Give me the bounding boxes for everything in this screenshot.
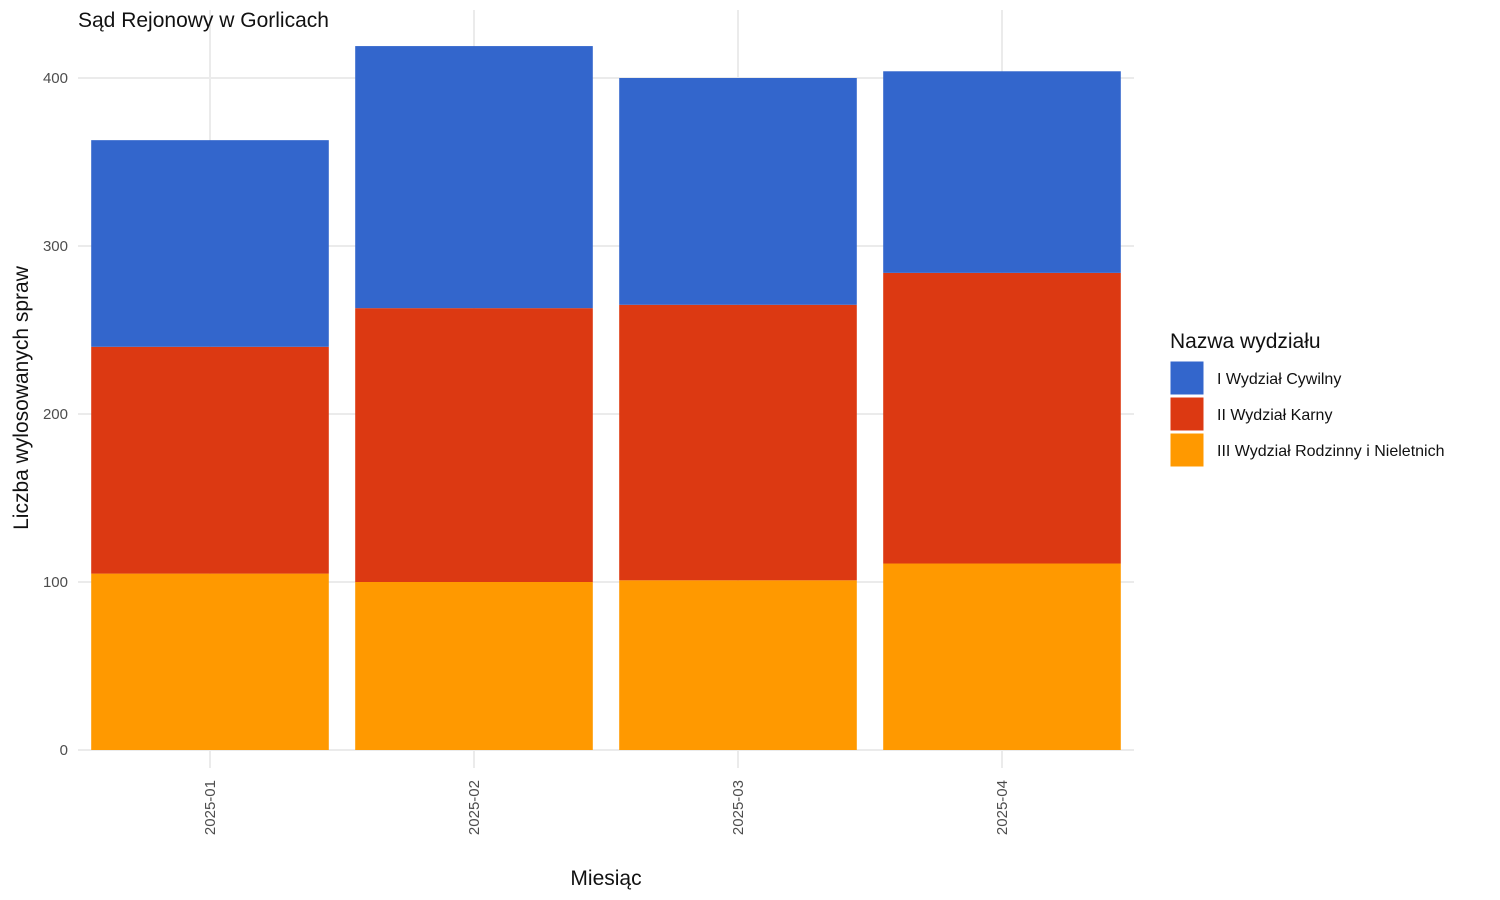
x-tick-label: 2025-04	[994, 780, 1011, 835]
bar-segment	[883, 563, 1121, 750]
legend-title: Nazwa wydziału	[1170, 330, 1321, 353]
legend-label: I Wydział Cywilny	[1217, 371, 1341, 388]
y-axis-title: Liczba wylosowanych spraw	[10, 265, 33, 530]
legend-label: II Wydział Karny	[1217, 407, 1332, 424]
x-tick-label: 2025-03	[730, 780, 747, 835]
y-tick-label: 400	[43, 70, 68, 87]
bar-segment	[619, 580, 857, 750]
x-axis-title: Miesiąc	[570, 867, 641, 890]
y-tick-label: 0	[60, 742, 68, 759]
bar-segment	[619, 78, 857, 305]
bar-segment	[355, 308, 593, 582]
y-tick-label: 300	[43, 238, 68, 255]
bar-segment	[619, 304, 857, 581]
y-axis-ticks: 0 100 200 300 400	[43, 70, 68, 759]
legend-label: III Wydział Rodzinny i Nieletnich	[1217, 443, 1445, 460]
x-tick-label: 2025-02	[466, 780, 483, 835]
bar-segment	[91, 140, 329, 347]
bar-segment	[883, 71, 1121, 273]
x-axis-ticks: 2025-01 2025-02 2025-03 2025-04	[202, 780, 1011, 835]
legend: Nazwa wydziału I Wydział Cywilny II Wydzi…	[1169, 330, 1445, 468]
bar-segment	[355, 46, 593, 309]
legend-swatch	[1169, 396, 1205, 432]
chart-title: Sąd Rejonowy w Gorlicach	[78, 9, 329, 32]
bar-segment	[883, 272, 1121, 564]
legend-swatch	[1169, 432, 1205, 468]
bar-segment	[91, 573, 329, 750]
bar-segment	[355, 582, 593, 750]
y-tick-label: 100	[43, 574, 68, 591]
bars	[91, 46, 1121, 750]
x-tick-label: 2025-01	[202, 780, 219, 835]
legend-swatch	[1169, 360, 1205, 396]
bar-segment	[91, 346, 329, 574]
y-tick-label: 200	[43, 406, 68, 423]
